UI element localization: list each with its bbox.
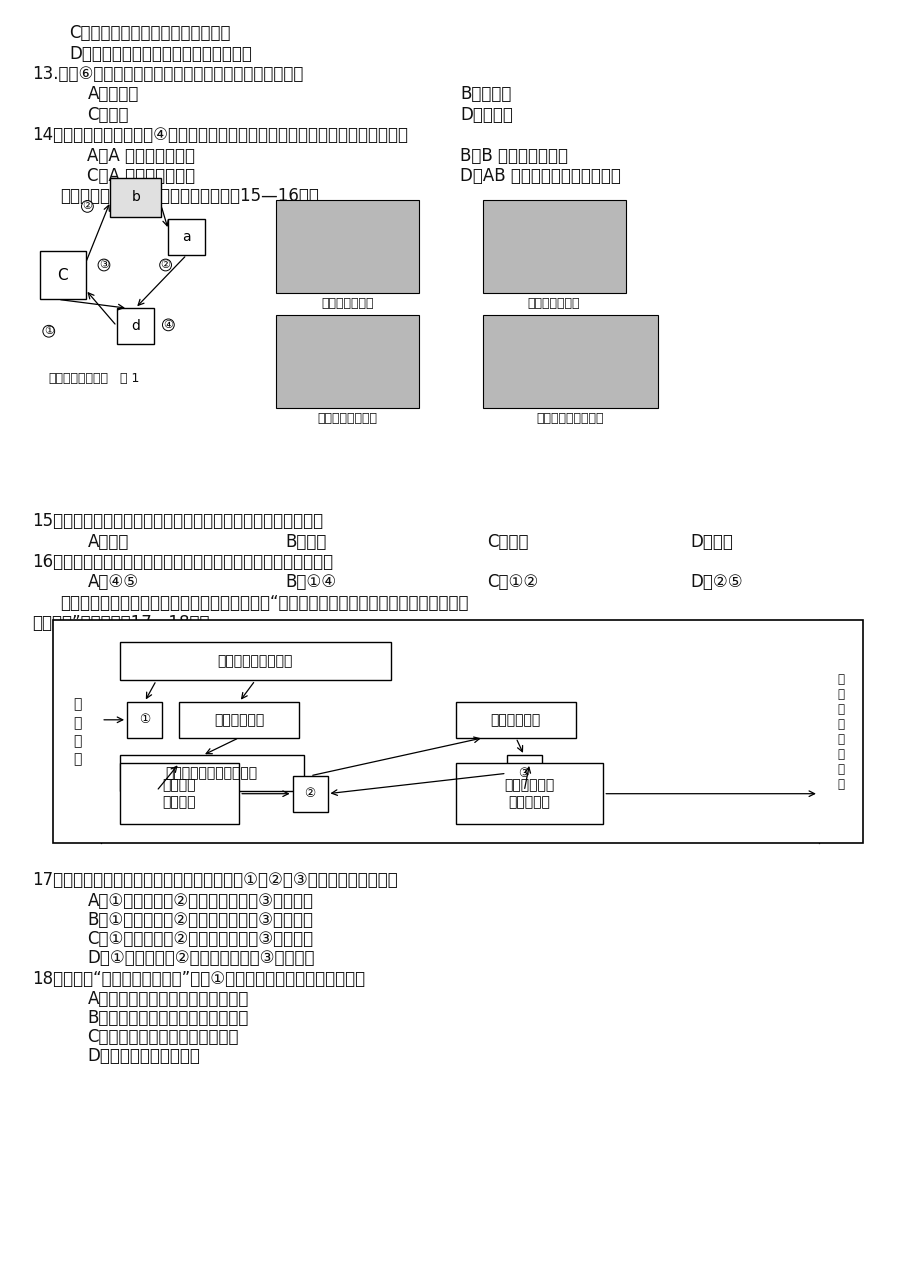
Text: 二
氧
化
碳
浓
度
降
低: 二 氧 化 碳 浓 度 降 低 <box>836 673 844 791</box>
Text: 洋
面
封
冻: 洋 面 封 冻 <box>73 697 82 767</box>
FancyBboxPatch shape <box>482 200 625 293</box>
Text: D．大气的保温效应加强: D．大气的保温效应加强 <box>87 1047 200 1065</box>
Text: 生物衰退，光合作用减弱: 生物衰退，光合作用减弱 <box>165 767 257 780</box>
FancyBboxPatch shape <box>110 178 161 217</box>
Text: 15．在甲、乙、丙、丁四幅图中，与流水溶蚀作用密切相关的是: 15．在甲、乙、丙、丁四幅图中，与流水溶蚀作用密切相关的是 <box>32 512 323 530</box>
Text: D．②⑤: D．②⑤ <box>689 573 742 591</box>
Text: b: b <box>131 191 140 204</box>
Text: C．氯氟烃对臭氧的破坏作用加强: C．氯氟烃对臭氧的破坏作用加强 <box>87 1028 239 1046</box>
Text: 系示意图”，读图完成17—18题。: 系示意图”，读图完成17—18题。 <box>32 614 210 632</box>
Text: ②: ② <box>161 260 170 270</box>
Text: A．④⑤: A．④⑤ <box>87 573 139 591</box>
Text: 丁（石英砂岩峰林）: 丁（石英砂岩峰林） <box>536 412 604 424</box>
Text: B．①④: B．①④ <box>285 573 336 591</box>
FancyBboxPatch shape <box>119 755 303 791</box>
Text: D．①气候变冷、②温室作用加强、③气候变暖: D．①气候变冷、②温室作用加强、③气候变暖 <box>87 949 314 967</box>
Text: ②: ② <box>304 787 315 800</box>
Text: C．A 处发生瓦斯爆炸: C．A 处发生瓦斯爆炸 <box>87 167 196 185</box>
FancyBboxPatch shape <box>456 763 603 824</box>
Text: A．甲图: A．甲图 <box>87 533 129 550</box>
Text: 蒸发减少
气候变干: 蒸发减少 气候变干 <box>163 778 196 809</box>
Text: D．AB 两处都可能发生两种事故: D．AB 两处都可能发生两种事故 <box>460 167 620 185</box>
Text: ③: ③ <box>518 767 529 780</box>
Text: ①: ① <box>139 713 150 726</box>
FancyBboxPatch shape <box>456 702 575 738</box>
Text: ③: ③ <box>99 260 108 270</box>
Text: 生物繁盛，光
合作用加强: 生物繁盛，光 合作用加强 <box>504 778 554 809</box>
FancyBboxPatch shape <box>276 315 418 408</box>
Text: C: C <box>57 268 68 283</box>
FancyBboxPatch shape <box>40 251 85 299</box>
Text: B．乙图: B．乙图 <box>285 533 326 550</box>
Text: D．乙处代表的地质构造，不利于建隙道: D．乙处代表的地质构造，不利于建隙道 <box>69 45 252 62</box>
Text: A．大气对地面辐射的吸收作用减弱: A．大气对地面辐射的吸收作用减弱 <box>87 990 248 1008</box>
Text: ④: ④ <box>164 320 173 330</box>
Text: A．A 处发生透水事故: A．A 处发生透水事故 <box>87 147 195 164</box>
Text: 乙（火山地貌）: 乙（火山地貌） <box>527 297 580 310</box>
Text: C．①②: C．①② <box>487 573 539 591</box>
Text: 洋面封冻产生的效应叫做洋面封冻效应，下图是“洋面封冻效应与水、气候、生物相互作用关: 洋面封冻产生的效应叫做洋面封冻效应，下图是“洋面封冻效应与水、气候、生物相互作用… <box>60 594 468 612</box>
Text: A．①气候变暖、②温室作用加强、③气候变暖: A．①气候变暖、②温室作用加强、③气候变暖 <box>87 892 313 910</box>
Text: 13.图中⑥笭头处岩石发生了变质，形成的岩石最有可能是: 13.图中⑥笭头处岩石发生了变质，形成的岩石最有可能是 <box>32 65 303 83</box>
FancyBboxPatch shape <box>119 763 239 824</box>
FancyBboxPatch shape <box>53 620 862 843</box>
Text: B．B 处发生瓦斯爆炸: B．B 处发生瓦斯爆炸 <box>460 147 567 164</box>
Text: B．大气对太阳辐射的散射作用增强: B．大气对太阳辐射的散射作用增强 <box>87 1009 248 1027</box>
Text: C．①气候变暖、②温室作用减弱、③气候变冷: C．①气候变暖、②温室作用减弱、③气候变冷 <box>87 930 313 948</box>
Text: 14．某采煤队在开采地层④中的煤时，不慎发生瓦斯爆炸和透水事故，发生部位是: 14．某采煤队在开采地层④中的煤时，不慎发生瓦斯爆炸和透水事故，发生部位是 <box>32 126 408 144</box>
Text: 图 1: 图 1 <box>119 372 139 385</box>
Text: 18．图中由“二氧化碳浓度降低”导致①的过程中，体现出的地理原理是: 18．图中由“二氧化碳浓度降低”导致①的过程中，体现出的地理原理是 <box>32 970 365 987</box>
FancyBboxPatch shape <box>168 219 205 255</box>
FancyBboxPatch shape <box>127 702 162 738</box>
Text: 封冻面积缩小: 封冻面积缩小 <box>490 713 540 726</box>
Text: ②: ② <box>83 201 92 211</box>
Text: C．板岩: C．板岩 <box>87 106 129 124</box>
Text: B．①气候变冷、②温室作用减弱、③气候变冷: B．①气候变冷、②温室作用减弱、③气候变冷 <box>87 911 313 929</box>
Text: 阻断了洋流的热输送: 阻断了洋流的热输送 <box>218 655 292 668</box>
FancyBboxPatch shape <box>276 200 418 293</box>
FancyBboxPatch shape <box>119 642 391 680</box>
Text: C．图中岩浆活动发生在断层形成前: C．图中岩浆活动发生在断层形成前 <box>69 24 231 42</box>
Text: C．丙图: C．丙图 <box>487 533 528 550</box>
FancyBboxPatch shape <box>117 308 153 344</box>
FancyBboxPatch shape <box>482 315 657 408</box>
Text: 地壳物质循环简图: 地壳物质循环简图 <box>49 372 108 385</box>
Text: B．大理岩: B．大理岩 <box>460 85 511 103</box>
Text: 读地壳物质循环简图、地貌景观图，回等15—16题。: 读地壳物质循环简图、地貌景观图，回等15—16题。 <box>60 187 318 205</box>
Text: 17．根据图中各项内容之间的相互关系，数字①、②、③所代表的内容分别是: 17．根据图中各项内容之间的相互关系，数字①、②、③所代表的内容分别是 <box>32 871 398 889</box>
Text: 封冻面积扩大: 封冻面积扩大 <box>214 713 264 726</box>
FancyBboxPatch shape <box>179 702 299 738</box>
Text: 甲（桂林山水）: 甲（桂林山水） <box>321 297 374 310</box>
FancyBboxPatch shape <box>292 776 327 812</box>
Text: 16．在地壳物质循环简图中，能反映丙图岩石和地貌形成过程的是: 16．在地壳物质循环简图中，能反映丙图岩石和地貌形成过程的是 <box>32 553 333 571</box>
Text: ①: ① <box>44 326 53 336</box>
Text: a: a <box>182 231 191 243</box>
Text: D．玄武岩: D．玄武岩 <box>460 106 512 124</box>
FancyBboxPatch shape <box>506 755 541 791</box>
Text: A．石灰岩: A．石灰岩 <box>87 85 139 103</box>
Text: 丙（花岗岩风化）: 丙（花岗岩风化） <box>317 412 378 424</box>
Text: D．丁图: D．丁图 <box>689 533 732 550</box>
Text: d: d <box>130 320 140 333</box>
